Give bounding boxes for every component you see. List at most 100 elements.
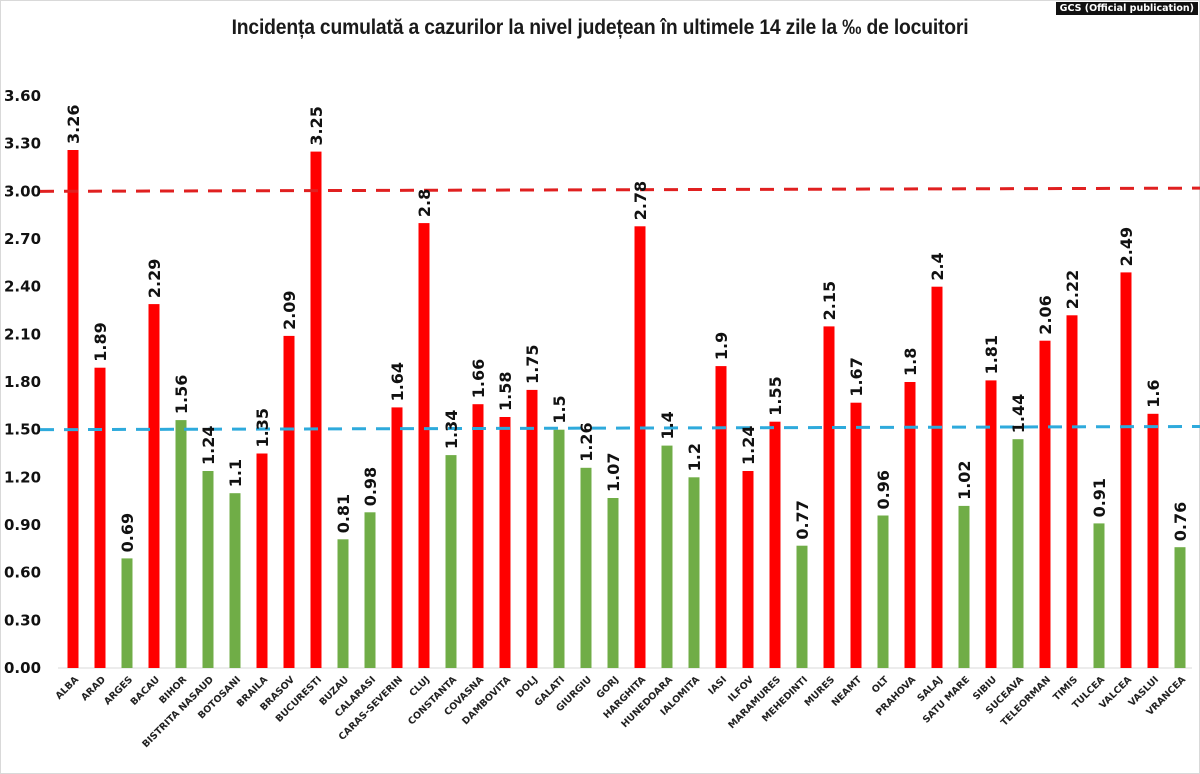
x-tick-label: DAMBOVITA [460,674,513,727]
bar-timis [1066,315,1078,668]
value-label: 2.49 [1117,227,1136,266]
bar-calarasi [364,512,376,668]
y-tick-label: 0.60 [4,564,41,582]
bar-hunedoara [661,445,673,668]
value-label: 0.77 [793,500,812,539]
bar-suceava [1012,439,1024,668]
y-tick-label: 1.50 [4,421,41,439]
value-label: 1.89 [91,322,110,361]
bar-giurgiu [580,467,592,668]
x-tick-label: ALBA [54,674,82,702]
reference-lines [39,186,1200,432]
y-tick-label: 0.30 [4,611,41,629]
bar-covasna [472,404,484,668]
y-tick-label: 1.20 [4,468,41,486]
x-tick-label: TELEORMAN [999,674,1053,728]
bar-bucuresti [310,151,322,669]
value-label: 1.24 [739,425,758,464]
value-label: 1.35 [253,408,272,447]
y-tick-label: 3.60 [4,87,41,105]
value-label: 2.06 [1036,295,1055,334]
reference-line-threshold-3 [39,186,1200,193]
value-label: 2.22 [1063,270,1082,309]
x-tick-label: OLT [870,674,892,696]
bar-teleorman [1039,340,1051,668]
bars [67,150,1186,669]
bar-botosani [229,493,241,668]
bar-salaj [931,286,943,668]
value-label: 1.6 [1144,379,1163,407]
value-label: 1.81 [982,335,1001,374]
value-label: 1.1 [226,459,245,487]
bar-braila [256,453,268,668]
value-label: 1.58 [496,371,515,410]
bar-bacau [148,304,160,668]
value-label: 1.34 [442,410,461,449]
value-label: 2.8 [415,189,434,217]
value-label: 1.56 [172,375,191,414]
chart-title: Incidența cumulată a cazurilor la nivel … [231,16,969,39]
value-label: 1.02 [955,460,974,499]
value-label: 2.29 [145,259,164,298]
bar-satu-mare [958,505,970,668]
value-label: 1.55 [766,376,785,415]
bar-buzau [337,539,349,668]
value-label: 3.25 [307,106,326,145]
bar-brasov [283,335,295,668]
value-label: 1.4 [658,411,677,439]
value-label: 2.78 [631,181,650,220]
value-label: 1.07 [604,453,623,492]
value-label: 0.81 [334,494,353,533]
value-label: 1.24 [199,425,218,464]
bar-maramures [769,421,781,668]
y-tick-label: 0.90 [4,516,41,534]
bar-caras-severin [391,407,403,668]
value-labels: 3.26 1.89 0.69 2.29 1.56 1.24 1.1 1.35 2.09 3.25 0… [64,105,1190,553]
bar-sibiu [985,380,997,668]
y-tick-label: 2.10 [4,325,41,343]
bar-iasi [715,366,727,668]
y-tick-label: 3.30 [4,135,41,153]
value-label: 1.26 [577,422,596,461]
value-label: 1.64 [388,362,407,401]
bar-ilfov [742,471,754,668]
bar-galati [553,429,565,668]
y-tick-label: 1.80 [4,373,41,391]
value-label: 1.5 [550,395,569,423]
value-label: 2.4 [928,252,947,280]
bar-neamt [850,402,862,668]
value-label: 1.44 [1009,394,1028,433]
value-label: 1.66 [469,359,488,398]
value-label: 1.2 [685,443,704,471]
value-label: 0.98 [361,467,380,506]
bar-constanta [445,455,457,668]
bar-tulcea [1093,523,1105,668]
value-label: 1.67 [847,357,866,396]
bar-mehedinti [796,545,808,668]
reference-line-threshold-1.5 [39,424,1200,432]
bar-cluj [418,223,430,668]
bar-vaslui [1147,413,1159,668]
y-tick-label: 2.40 [4,278,41,296]
value-label: 1.75 [523,344,542,383]
value-label: 2.09 [280,290,299,329]
x-tick-label: CLUJ [407,674,432,699]
bar-dambovita [499,417,511,668]
bar-dolj [526,389,538,668]
value-label: 0.96 [874,470,893,509]
bar-bistrita-nasaud [202,471,214,668]
x-tick-label: IASI [706,674,729,697]
bar-ialomita [688,477,700,668]
value-label: 0.91 [1090,478,1109,517]
bar-harghita [634,226,646,669]
bar-alba [67,150,79,668]
x-tick-label: NEAMT [830,674,865,709]
bar-mures [823,326,835,668]
y-tick-label: 0.00 [4,659,41,677]
value-label: 1.8 [901,348,920,376]
value-label: 2.15 [820,281,839,320]
bar-arad [94,367,106,668]
